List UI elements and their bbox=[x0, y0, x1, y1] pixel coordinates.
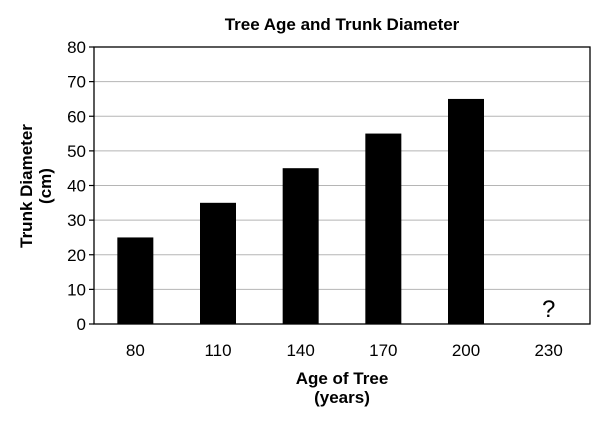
bar-110 bbox=[200, 202, 236, 324]
x-tick-label: 80 bbox=[126, 341, 145, 360]
chart-title: Tree Age and Trunk Diameter bbox=[225, 15, 460, 34]
y-tick-label: 10 bbox=[67, 280, 86, 299]
bar-140 bbox=[282, 168, 319, 324]
y-axis-title-line1: Trunk Diameter bbox=[17, 124, 36, 248]
y-tick-label: 50 bbox=[67, 142, 86, 161]
y-tick-label: 60 bbox=[67, 107, 86, 126]
x-tick-label: 200 bbox=[452, 341, 480, 360]
bar-170 bbox=[365, 133, 402, 324]
bar-80 bbox=[117, 237, 154, 324]
y-tick-label: 80 bbox=[67, 38, 86, 57]
x-tick-label: 140 bbox=[286, 341, 314, 360]
y-tick-label: 20 bbox=[67, 246, 86, 265]
bars bbox=[117, 98, 484, 324]
y-tick-label: 0 bbox=[77, 315, 86, 334]
x-axis-title-line2: (years) bbox=[314, 388, 370, 407]
y-axis-title-line2: (cm) bbox=[36, 168, 55, 204]
x-tick-label: 170 bbox=[369, 341, 397, 360]
x-axis-title-line1: Age of Tree bbox=[296, 369, 389, 388]
y-tick-labels: 0 10 20 30 40 50 60 70 80 bbox=[67, 38, 94, 334]
x-tick-label: 110 bbox=[204, 341, 231, 360]
bar-200 bbox=[448, 98, 484, 324]
x-tick-labels: 80 110 140 170 200 230 bbox=[126, 341, 563, 360]
y-tick-label: 70 bbox=[67, 73, 86, 92]
unknown-value-marker: ? bbox=[542, 296, 555, 323]
y-tick-label: 40 bbox=[67, 177, 86, 196]
y-tick-label: 30 bbox=[67, 211, 86, 230]
gridlines bbox=[94, 81, 590, 290]
x-tick-label: 230 bbox=[534, 341, 562, 360]
